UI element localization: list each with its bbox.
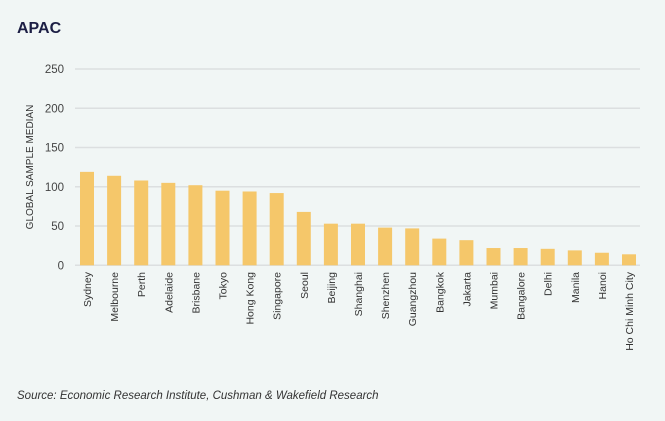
x-tick-label: Hanoi <box>597 272 609 299</box>
bar <box>351 223 365 266</box>
x-tick-label: Melbourne <box>109 272 121 322</box>
x-tick-label: Bangalore <box>516 272 528 320</box>
y-tick-label: 150 <box>45 143 64 155</box>
bar <box>215 190 230 266</box>
bar <box>161 182 176 266</box>
bar <box>567 250 582 266</box>
x-tick-label: Manila <box>570 272 582 303</box>
bar <box>242 191 257 266</box>
bar <box>486 248 501 266</box>
x-tick-label: Beijing <box>326 272 338 304</box>
y-tick-label: 100 <box>45 182 64 194</box>
bar <box>513 248 528 266</box>
x-tick-label: Ho Chi Minh City <box>624 271 636 351</box>
bar <box>405 228 420 266</box>
bar <box>107 175 122 266</box>
y-tick-label: 250 <box>45 64 64 76</box>
y-tick-label: 0 <box>58 260 64 272</box>
bar <box>540 248 555 266</box>
bar <box>269 193 284 266</box>
x-tick-label: Shanghai <box>353 272 365 316</box>
x-tick-label: Sydney <box>82 271 94 307</box>
x-tick-label: Seoul <box>299 272 311 299</box>
bar <box>459 240 474 266</box>
x-tick-label: Bangkok <box>434 271 446 313</box>
source-note: Source: Economic Research Institute, Cus… <box>17 390 379 402</box>
bar <box>323 223 338 266</box>
bar <box>622 254 636 266</box>
x-tick-label: Tokyo <box>218 272 230 300</box>
x-tick-label: Mumbai <box>489 272 501 309</box>
y-tick-label: 50 <box>51 221 64 233</box>
x-tick-label: Delhi <box>543 272 555 296</box>
bar <box>80 171 94 266</box>
x-tick-label: Hong Kong <box>245 272 257 325</box>
bar <box>594 252 609 266</box>
x-tick-label: Brisbane <box>190 272 202 314</box>
x-tick-label: Jakarta <box>461 272 473 307</box>
x-tick-label: Guangzhou <box>407 272 419 326</box>
y-tick-label: 200 <box>45 103 64 115</box>
bar <box>134 180 149 266</box>
bar <box>188 185 203 266</box>
bar <box>432 238 447 266</box>
y-axis-label: GLOBAL SAMPLE MEDIAN <box>25 105 36 230</box>
chart-title: APAC <box>17 20 62 37</box>
x-tick-label: Perth <box>136 272 148 297</box>
bar <box>296 211 311 266</box>
x-tick-label: Shenzhen <box>380 272 392 319</box>
bar <box>378 227 393 266</box>
x-tick-label: Singapore <box>272 272 284 320</box>
x-tick-label: Adelaide <box>163 272 175 313</box>
